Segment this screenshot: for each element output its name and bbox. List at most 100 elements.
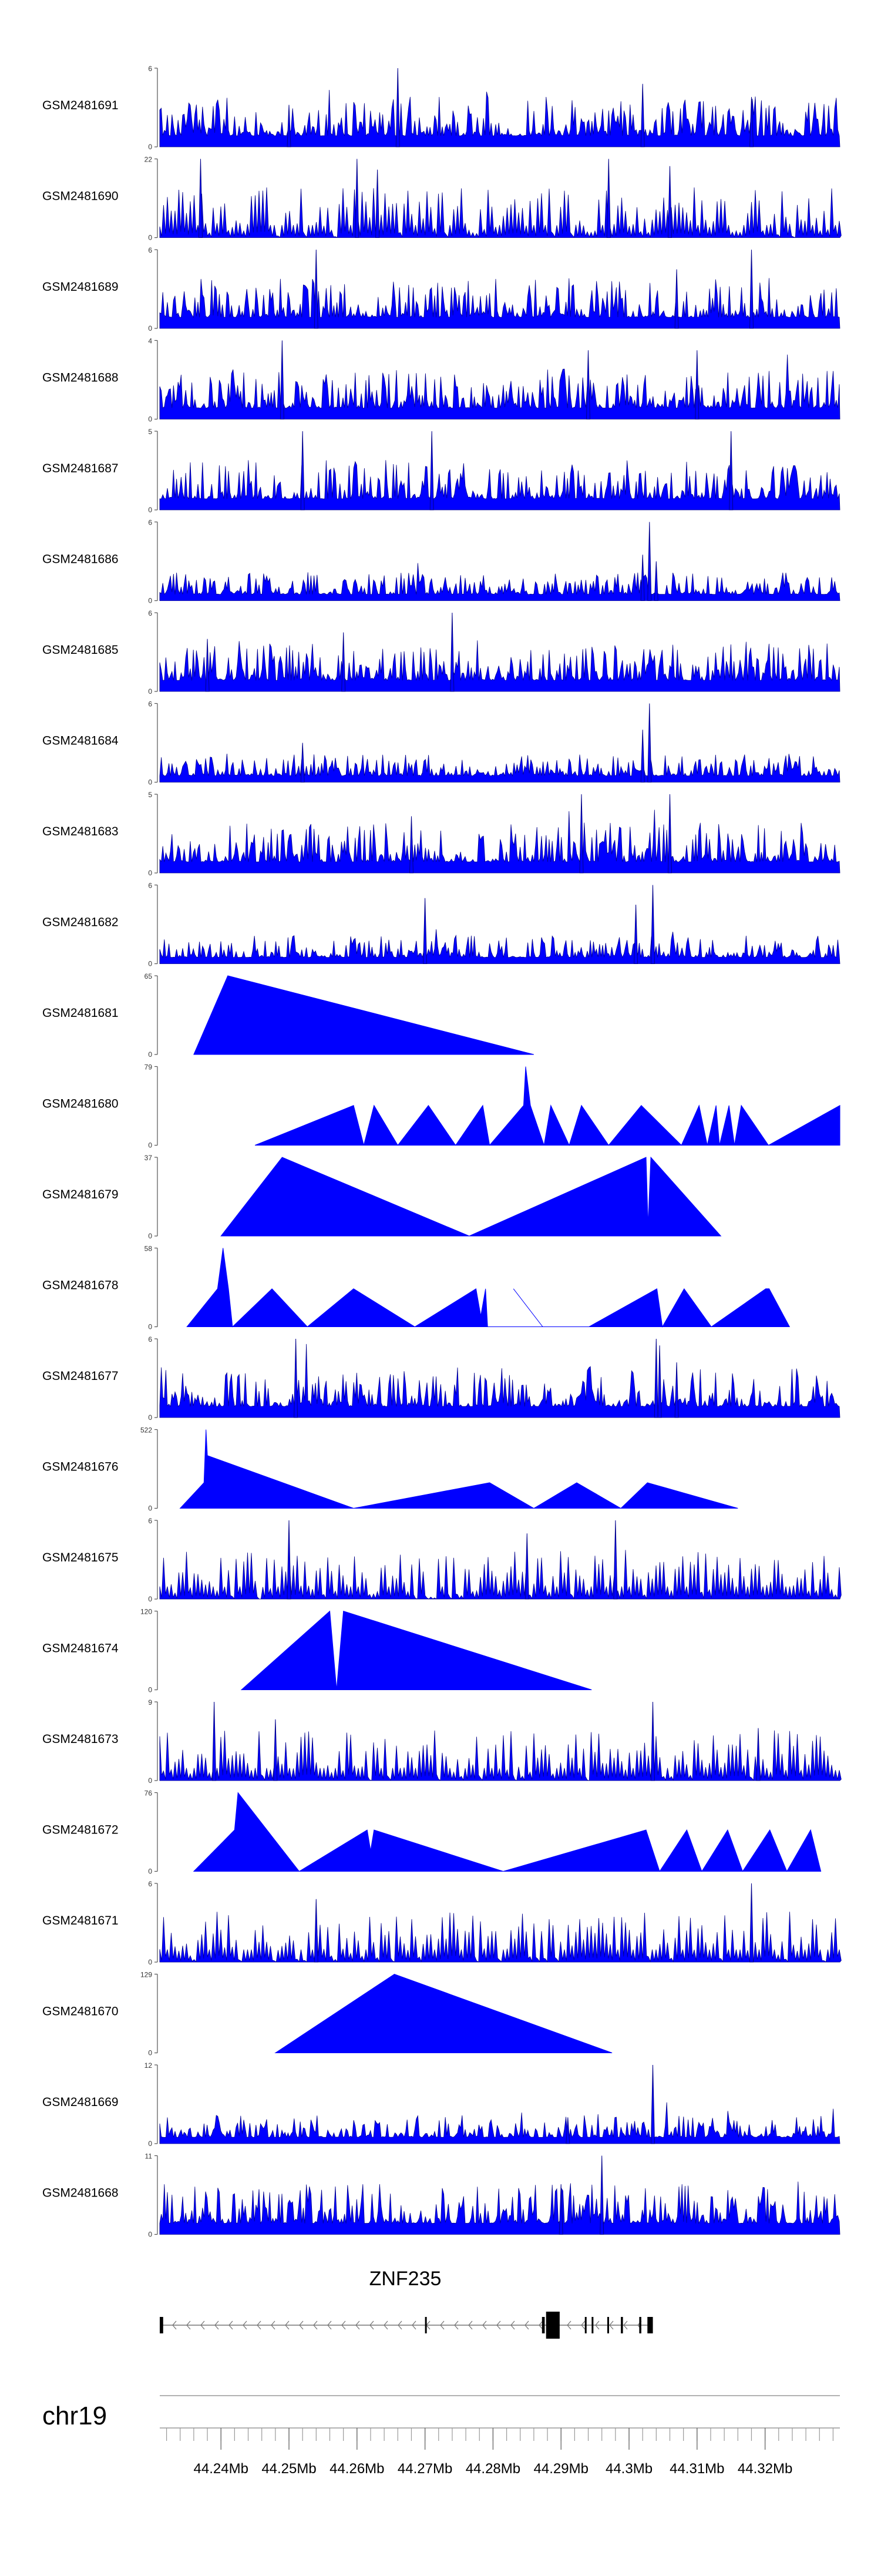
- track-label: GSM2481686: [42, 553, 119, 566]
- coverage-area: [193, 975, 534, 1055]
- strand-arrow: [539, 2320, 543, 2330]
- track-GSM2481684: GSM2481684 6 0: [42, 700, 840, 787]
- gene-exon: [621, 2317, 623, 2333]
- strand-arrow: [355, 2320, 360, 2330]
- coverage-peak: [287, 105, 291, 147]
- y-min-label: 0: [148, 2049, 152, 2057]
- coverage-peak: [280, 340, 284, 419]
- y-min-label: 0: [148, 143, 152, 151]
- genome-axis: chr19 44.24Mb 44.25Mb 44.26Mb 44.27Mb 44.28M…: [42, 2395, 840, 2477]
- coverage-area: [159, 563, 840, 601]
- y-max-label: 6: [148, 1517, 152, 1525]
- track-label: GSM2481674: [42, 1642, 119, 1655]
- coverage-area: [274, 1973, 613, 2053]
- track-GSM2481689: GSM2481689 6 0: [42, 246, 840, 333]
- track-label: GSM2481691: [42, 99, 119, 112]
- coverage-peak: [273, 1719, 278, 1781]
- y-max-label: 6: [148, 246, 152, 254]
- y-max-label: 11: [145, 2152, 153, 2161]
- y-min-label: 0: [148, 506, 152, 514]
- strand-arrow: [468, 2320, 473, 2330]
- coverage-peak: [314, 249, 318, 329]
- strand-arrow: [496, 2320, 501, 2330]
- track-GSM2481682: GSM2481682 6 0: [42, 882, 840, 968]
- strand-arrow: [186, 2320, 191, 2330]
- track-label: GSM2481678: [42, 1279, 119, 1292]
- coverage-peak: [559, 2184, 563, 2235]
- axis-tick-label: 44.28Mb: [466, 2461, 520, 2477]
- axis-tick-label: 44.24Mb: [194, 2461, 248, 2477]
- coverage-peak: [650, 2064, 655, 2144]
- coverage-peak: [749, 249, 754, 329]
- y-min-label: 0: [148, 2140, 152, 2148]
- coverage-area: [159, 1730, 842, 1781]
- chromosome-label: chr19: [42, 2402, 107, 2430]
- track-GSM2481679: GSM2481679 37 0: [42, 1154, 722, 1240]
- coverage-peak: [423, 898, 428, 964]
- y-max-label: 6: [148, 609, 152, 617]
- coverage-area: [159, 2181, 840, 2235]
- track-GSM2481688: GSM2481688 4 0: [42, 337, 840, 424]
- y-max-label: 58: [144, 1245, 153, 1253]
- track-GSM2481691: GSM2481691 6 0: [42, 65, 840, 151]
- track-GSM2481677: GSM2481677 6 0: [42, 1335, 840, 1422]
- strand-arrow: [257, 2320, 261, 2330]
- y-max-label: 76: [144, 1789, 153, 1798]
- track-label: GSM2481687: [42, 462, 119, 475]
- coverage-peak: [287, 1520, 291, 1600]
- y-min-label: 0: [148, 324, 152, 333]
- axis-tick-label: 44.32Mb: [738, 2461, 792, 2477]
- coverage-peak: [647, 522, 652, 601]
- y-min-label: 0: [148, 869, 152, 877]
- track-GSM2481673: GSM2481673 9 0: [42, 1698, 842, 1785]
- axis-tick-label: 44.31Mb: [670, 2461, 724, 2477]
- track-label: GSM2481668: [42, 2187, 119, 2200]
- y-max-label: 65: [144, 972, 153, 980]
- y-min-label: 0: [148, 1050, 152, 1059]
- coverage-area: [159, 810, 840, 874]
- coverage-peak: [674, 1362, 679, 1418]
- track-GSM2481674: GSM2481674 120 0: [42, 1608, 592, 1694]
- strand-arrow: [299, 2320, 304, 2330]
- strand-arrow: [524, 2320, 529, 2330]
- track-label: GSM2481671: [42, 1914, 119, 1927]
- coverage-area: [159, 1344, 840, 1418]
- axis-tick-label: 44.26Mb: [329, 2461, 384, 2477]
- y-min-label: 0: [148, 1868, 152, 1876]
- y-min-label: 0: [148, 1323, 152, 1331]
- y-min-label: 0: [148, 1595, 152, 1603]
- y-min-label: 0: [148, 1776, 152, 1785]
- gene-exon: [591, 2317, 594, 2333]
- coverage-peak: [212, 1701, 217, 1781]
- coverage-area: [159, 640, 840, 692]
- gene-exon: [542, 2317, 545, 2333]
- y-min-label: 0: [148, 1141, 152, 1150]
- coverage-area: [159, 460, 840, 511]
- strand-arrow: [341, 2320, 346, 2330]
- track-GSM2481683: GSM2481683 5 0: [42, 791, 840, 877]
- y-max-label: 5: [148, 791, 152, 799]
- gene-exon: [647, 2317, 653, 2333]
- track-label: GSM2481680: [42, 1097, 119, 1111]
- strand-arrow: [313, 2320, 318, 2330]
- track-label: GSM2481685: [42, 643, 119, 657]
- strand-arrow: [172, 2320, 177, 2330]
- y-min-label: 0: [148, 1958, 152, 1966]
- track-GSM2481680: GSM2481680 79 0: [42, 1063, 840, 1150]
- strand-arrow: [581, 2320, 586, 2330]
- strand-arrow: [454, 2320, 459, 2330]
- track-GSM2481681: GSM2481681 65 0: [42, 972, 534, 1059]
- strand-arrow: [398, 2320, 402, 2330]
- y-min-label: 0: [148, 2231, 152, 2239]
- track-label: GSM2481672: [42, 1823, 119, 1837]
- y-max-label: 5: [148, 428, 152, 436]
- coverage-area: [254, 1066, 840, 1146]
- coverage-peak: [729, 431, 734, 511]
- track-GSM2481690: GSM2481690 22 0: [42, 156, 842, 242]
- strand-arrow: [243, 2320, 247, 2330]
- coverage-peak: [355, 159, 359, 238]
- coverage-peak: [640, 730, 645, 782]
- y-min-label: 0: [148, 687, 152, 696]
- y-max-label: 6: [148, 1880, 152, 1888]
